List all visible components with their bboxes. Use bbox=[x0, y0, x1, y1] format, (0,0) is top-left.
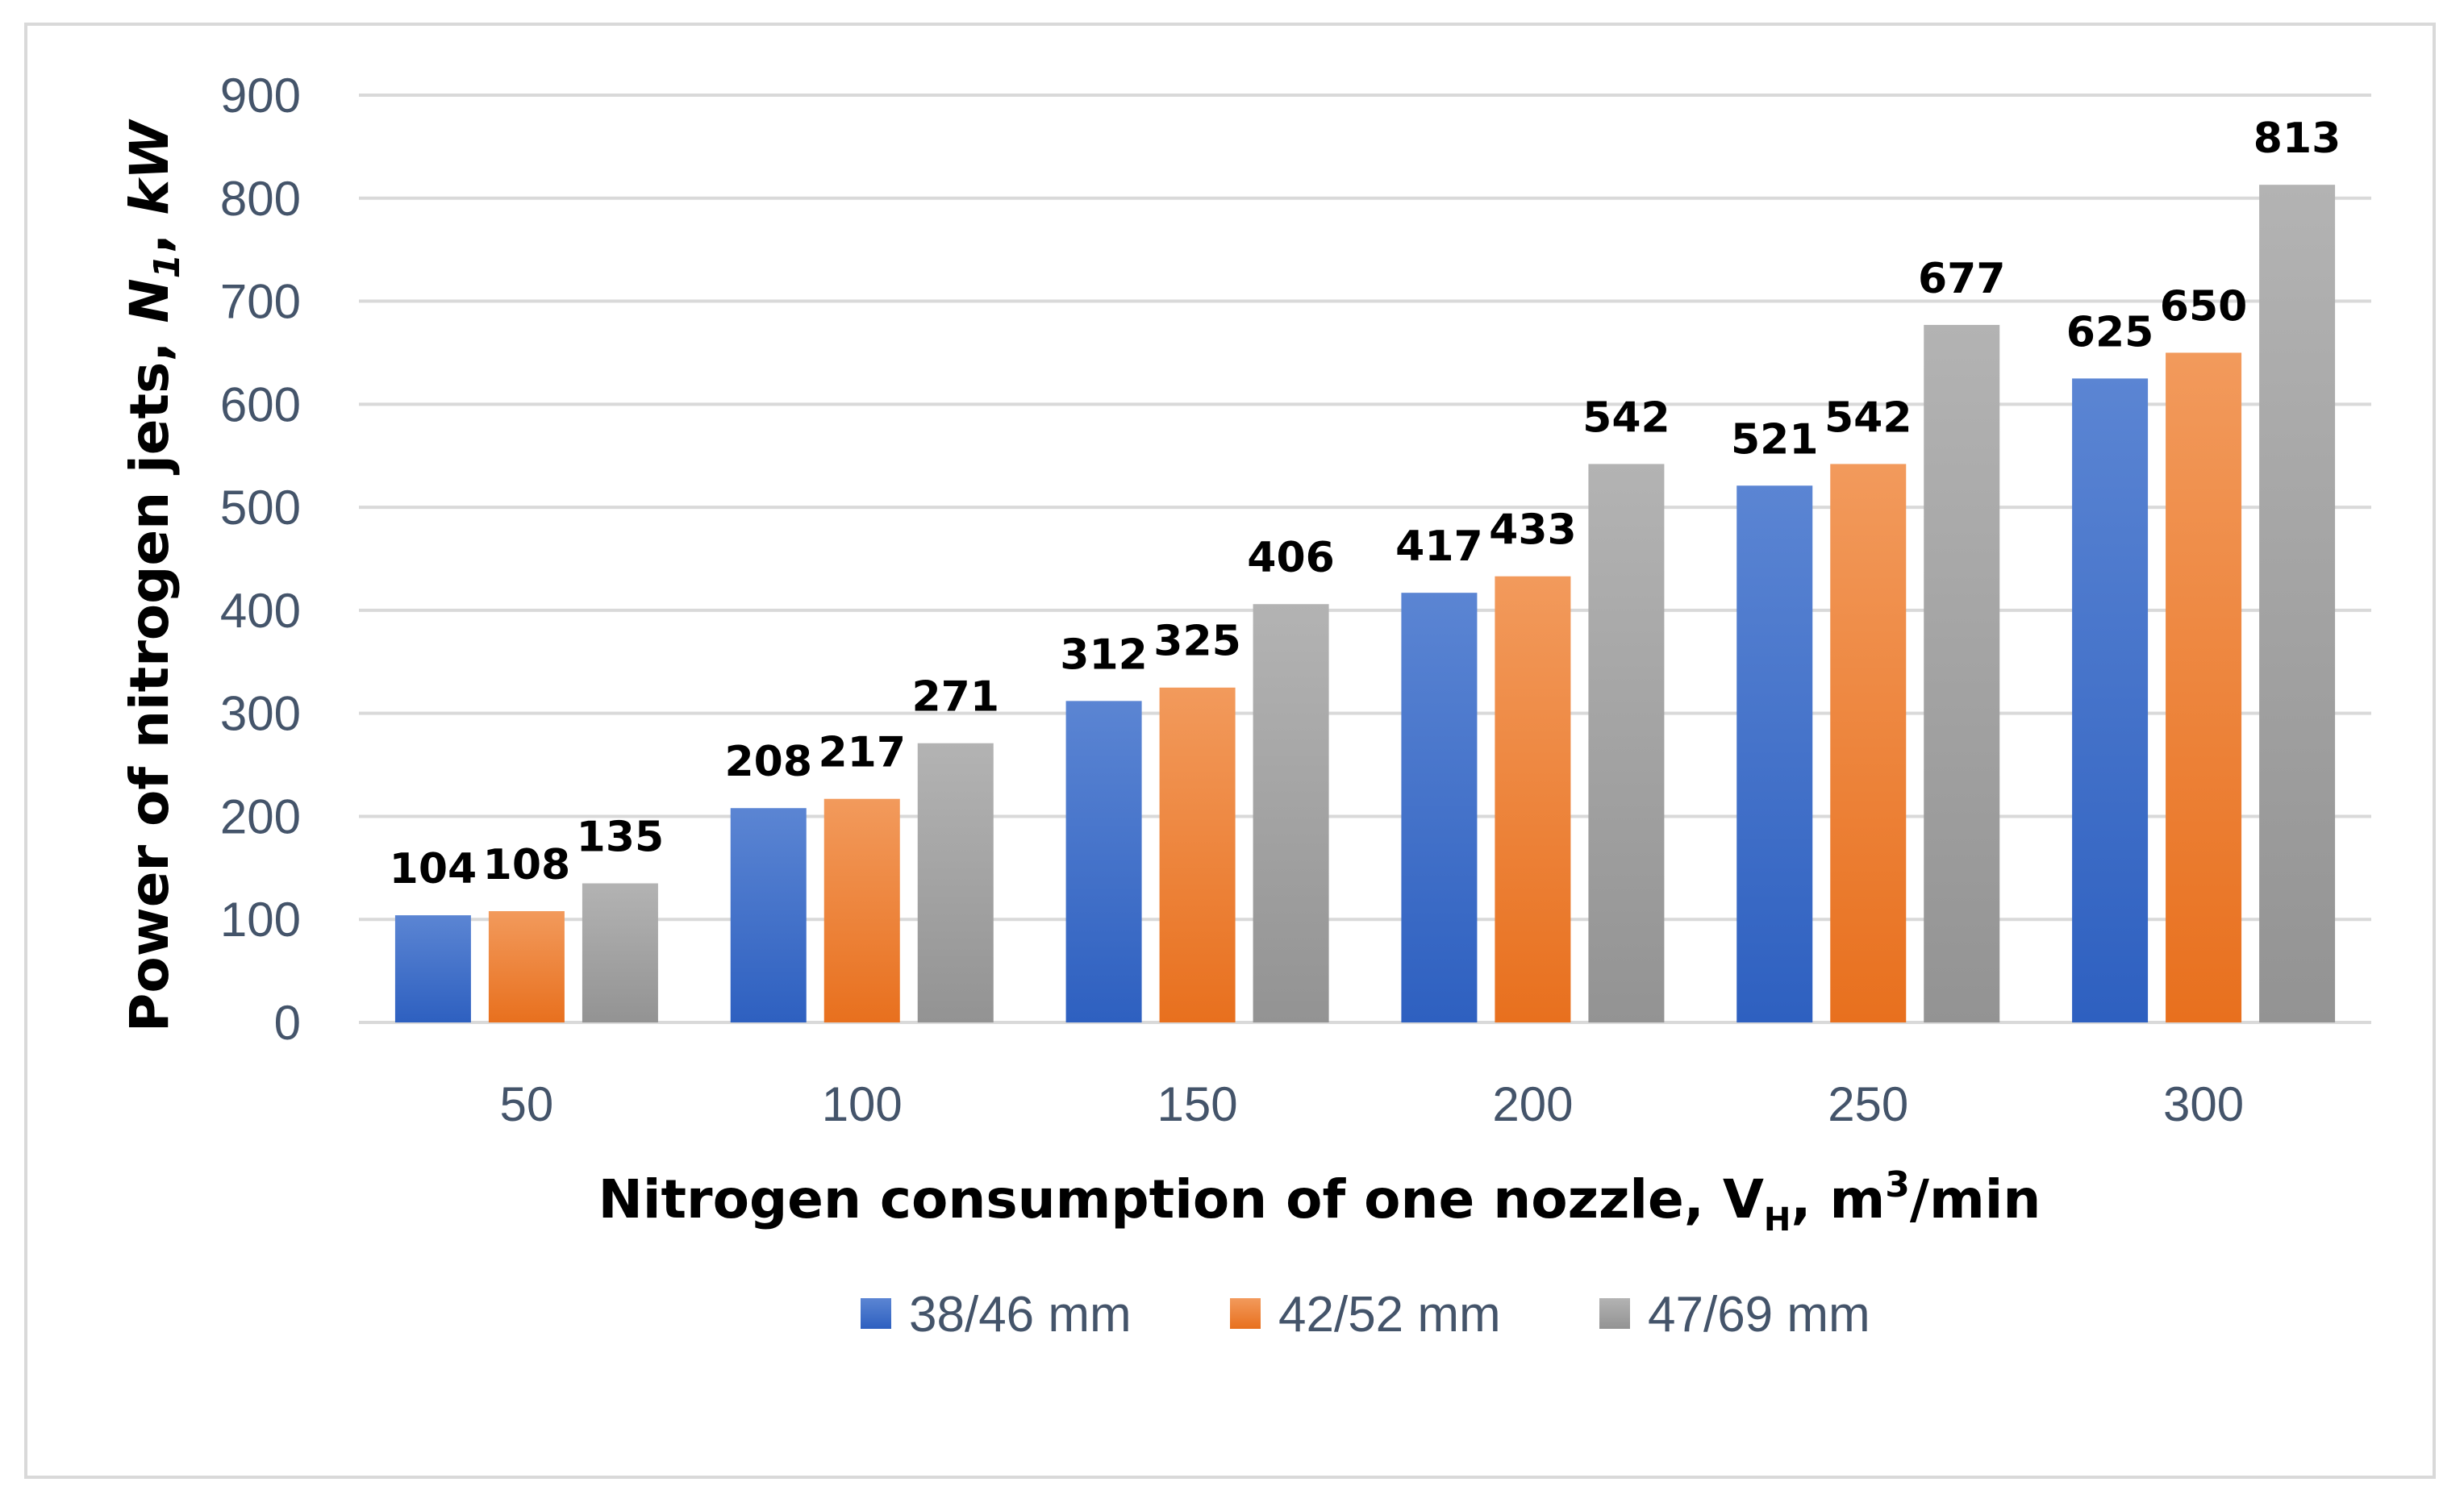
x-tick-label: 50 bbox=[500, 1077, 554, 1131]
bar-47-69-mm-200 bbox=[1588, 464, 1665, 1022]
bar-38-46-mm-150 bbox=[1065, 701, 1142, 1022]
data-label: 135 bbox=[577, 814, 665, 862]
bars bbox=[394, 185, 2336, 1023]
y-tick-label: 700 bbox=[220, 275, 301, 329]
gridlines bbox=[359, 94, 2371, 1024]
bar-47-69-mm-250 bbox=[1924, 324, 2000, 1022]
bar-47-69-mm-300 bbox=[2259, 185, 2336, 1023]
data-label: 312 bbox=[1060, 631, 1148, 679]
bar-42-52-mm-250 bbox=[1830, 464, 1907, 1022]
legend-swatch bbox=[1230, 1298, 1261, 1329]
x-tick-label: 200 bbox=[1492, 1077, 1573, 1131]
data-label: 521 bbox=[1731, 415, 1819, 464]
data-label: 271 bbox=[911, 673, 999, 722]
y-tick-label: 600 bbox=[220, 377, 301, 431]
y-axis-title-symbol: N bbox=[119, 278, 181, 323]
x-tick-label: 250 bbox=[1828, 1077, 1908, 1131]
y-tick-label: 100 bbox=[220, 893, 301, 947]
x-axis-ticks: 50 100 150 200 250 300 bbox=[500, 1077, 2245, 1131]
x-axis-title-superscript: 3 bbox=[1885, 1164, 1910, 1205]
y-tick-label: 500 bbox=[220, 481, 301, 535]
data-label: 813 bbox=[2253, 114, 2341, 163]
bar-42-52-mm-50 bbox=[488, 911, 565, 1022]
bar-42-52-mm-200 bbox=[1495, 576, 1571, 1022]
data-label: 650 bbox=[2160, 282, 2248, 331]
data-label: 542 bbox=[1582, 393, 1670, 442]
x-tick-label: 150 bbox=[1157, 1077, 1238, 1131]
y-tick-label: 900 bbox=[220, 69, 301, 123]
legend-label: 47/69 mm bbox=[1648, 1287, 1870, 1343]
x-tick-label: 300 bbox=[2163, 1077, 2244, 1131]
x-axis-title-part3: /min bbox=[1910, 1168, 2041, 1230]
data-label: 217 bbox=[818, 729, 906, 777]
bar-38-46-mm-50 bbox=[394, 915, 471, 1022]
bar-42-52-mm-150 bbox=[1159, 687, 1236, 1022]
y-axis-title-unit: kW bbox=[119, 119, 181, 215]
legend-label: 42/52 mm bbox=[1278, 1287, 1501, 1343]
legend-label: 38/46 mm bbox=[909, 1287, 1132, 1343]
bar-47-69-mm-100 bbox=[917, 743, 994, 1022]
data-label: 417 bbox=[1395, 523, 1483, 571]
legend: 38/46 mm 42/52 mm 47/69 mm bbox=[861, 1287, 1870, 1343]
x-axis-title-subscript: H bbox=[1764, 1201, 1791, 1239]
y-axis-title: Power of nitrogen jets, N1, kW bbox=[119, 119, 188, 1032]
data-label: 433 bbox=[1489, 506, 1577, 555]
bar-38-46-mm-300 bbox=[2072, 378, 2149, 1022]
x-axis-title-part2: , m bbox=[1791, 1168, 1885, 1230]
y-tick-label: 400 bbox=[220, 584, 301, 638]
y-axis-ticks: 0 100 200 300 400 500 600 700 800 900 bbox=[220, 69, 301, 1050]
bar-42-52-mm-300 bbox=[2166, 352, 2242, 1022]
bar-38-46-mm-200 bbox=[1401, 593, 1478, 1022]
data-label: 677 bbox=[1918, 255, 2006, 303]
y-axis-title-part2: , bbox=[119, 215, 181, 254]
data-label: 104 bbox=[390, 845, 477, 893]
data-label: 406 bbox=[1247, 534, 1335, 582]
legend-swatch bbox=[861, 1298, 891, 1329]
x-axis-title: Nitrogen consumption of one nozzle, VH, … bbox=[598, 1164, 2041, 1239]
data-label: 625 bbox=[2066, 308, 2154, 356]
y-axis-title-subscript: 1 bbox=[147, 254, 188, 279]
data-label: 108 bbox=[483, 841, 571, 889]
data-label: 325 bbox=[1153, 618, 1241, 666]
bar-47-69-mm-150 bbox=[1253, 604, 1329, 1022]
x-tick-label: 100 bbox=[822, 1077, 903, 1131]
legend-swatch bbox=[1599, 1298, 1630, 1329]
y-tick-label: 0 bbox=[274, 996, 301, 1050]
y-tick-label: 300 bbox=[220, 687, 301, 741]
x-axis-title-part1: Nitrogen consumption of one nozzle, V bbox=[598, 1168, 1764, 1230]
y-tick-label: 800 bbox=[220, 172, 301, 226]
y-axis-title-part1: Power of nitrogen jets, bbox=[119, 323, 181, 1032]
bar-38-46-mm-250 bbox=[1736, 485, 1813, 1022]
data-label: 542 bbox=[1824, 393, 1912, 442]
bar-38-46-mm-100 bbox=[730, 808, 807, 1022]
bar-42-52-mm-100 bbox=[823, 798, 900, 1022]
y-tick-label: 200 bbox=[220, 789, 301, 843]
bar-47-69-mm-50 bbox=[582, 883, 658, 1022]
data-label: 208 bbox=[724, 738, 812, 786]
